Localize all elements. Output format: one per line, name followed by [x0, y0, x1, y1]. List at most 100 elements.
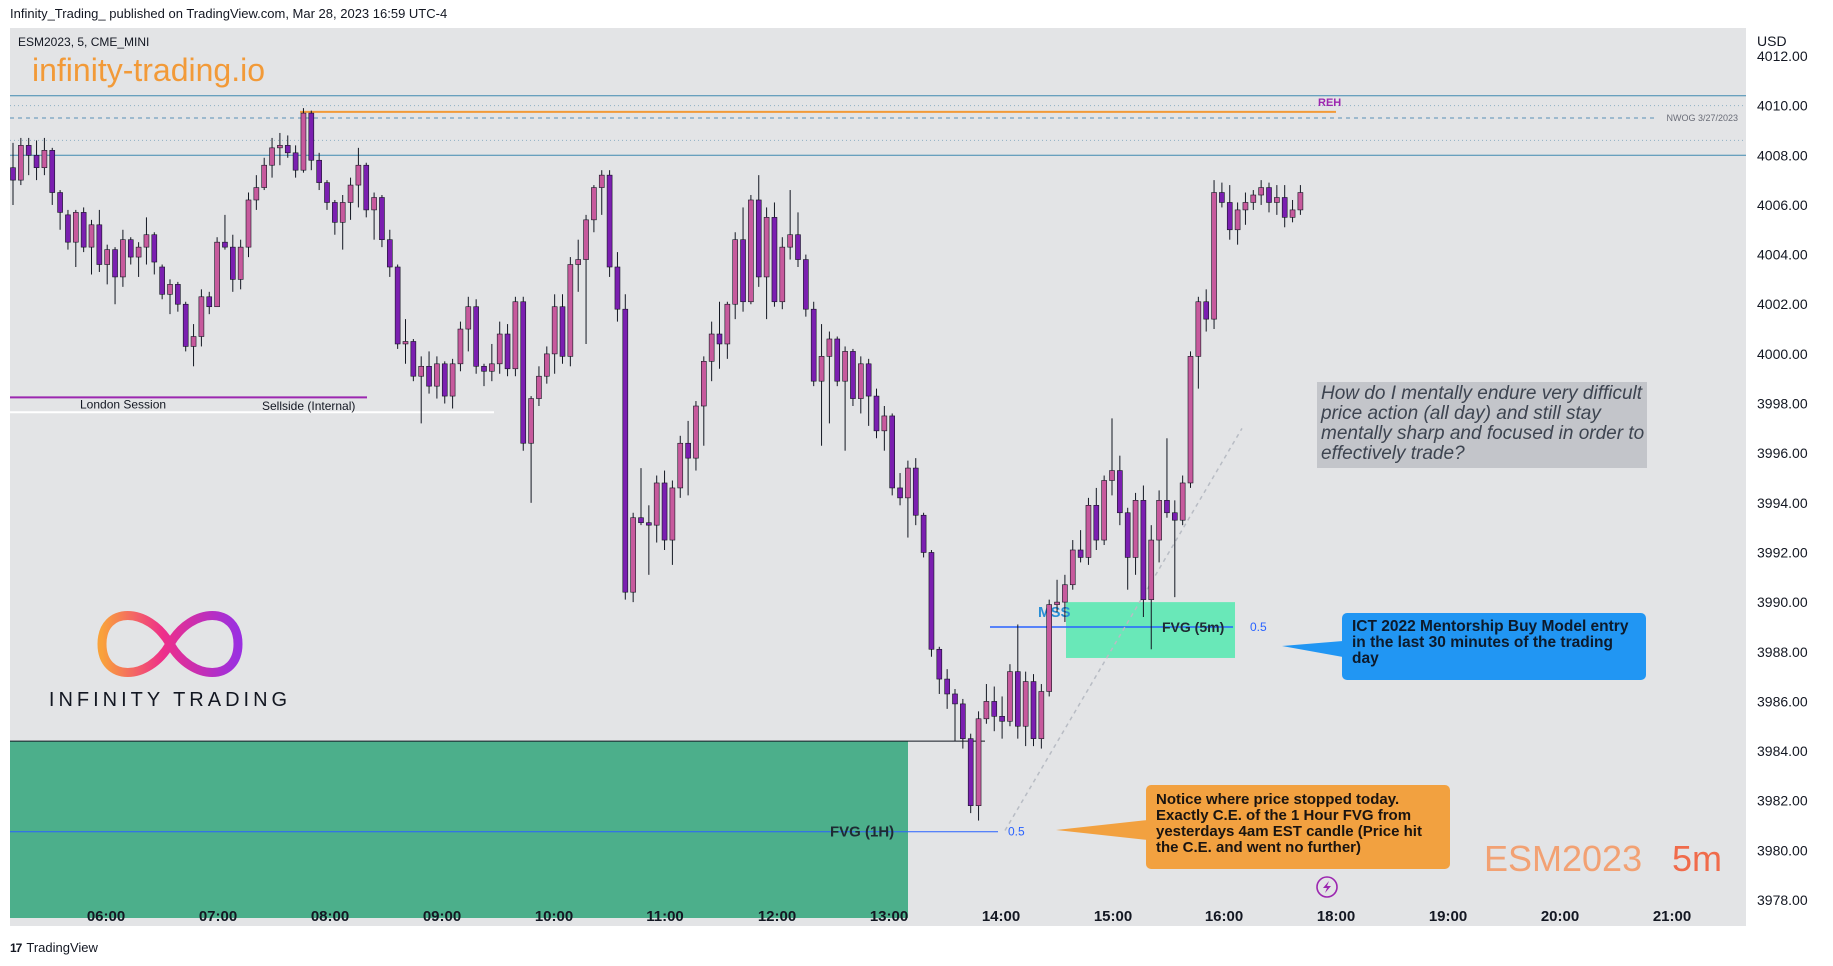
candle-body	[65, 214, 71, 243]
price-tick-label: 4004.00	[1757, 247, 1808, 263]
candle-body	[897, 487, 903, 499]
question-box	[1317, 382, 1647, 468]
candle-body	[347, 184, 354, 203]
fvg-5m-ce-label: 0.5	[1250, 620, 1267, 634]
time-axis[interactable]: 06:00 07:00 08:00 09:00 10:00 11:00 12:00 13:00…	[87, 908, 1691, 925]
currency-label: USD	[1757, 33, 1787, 49]
candle-body	[88, 224, 95, 248]
candle-body	[512, 301, 519, 370]
candle-body	[551, 306, 558, 355]
candle-body	[1132, 500, 1139, 558]
candle-body	[1085, 505, 1092, 558]
candle-body	[1109, 470, 1115, 481]
notice-callout-pointer	[1056, 820, 1148, 840]
candle-body	[622, 308, 629, 593]
candle-body	[410, 341, 417, 377]
candle-body	[489, 363, 495, 372]
price-axis-background	[1746, 28, 1828, 926]
watermark-symbol: ESM2023	[1484, 838, 1642, 879]
candle-body	[1234, 209, 1241, 231]
candle-body	[277, 145, 283, 149]
logo-text: INFINITY TRADING	[49, 689, 291, 711]
candle-body	[1093, 505, 1100, 541]
candle-body	[591, 187, 597, 221]
time-tick-label: 12:00	[758, 908, 796, 925]
candle-body	[575, 259, 582, 265]
candle-body	[567, 264, 574, 357]
time-tick-label: 16:00	[1205, 908, 1243, 925]
candle-body	[1156, 500, 1162, 541]
ict-callout-text: ICT 2022 Mentorship Buy Model entry in t…	[1352, 619, 1629, 667]
candle-body	[127, 239, 134, 258]
price-tick-label: 4006.00	[1757, 197, 1808, 213]
time-tick-label: 18:00	[1317, 908, 1355, 925]
candle-body	[803, 259, 809, 310]
candle-body	[1046, 604, 1052, 692]
candle-body	[983, 701, 990, 720]
candle-body	[25, 145, 32, 156]
reh-label: REH	[1318, 97, 1341, 109]
candlestick-chart[interactable]: REH NWOG 3/27/2023 FVG (1H) 0.5 London S…	[0, 24, 1833, 954]
price-tick-label: 3992.00	[1757, 544, 1808, 560]
candle-body	[520, 301, 527, 444]
time-tick-label: 06:00	[87, 908, 125, 925]
price-axis[interactable]: 3978.00 3980.00 3982.00 3984.00 3986.00 3988.…	[1757, 48, 1808, 908]
candle-body	[300, 112, 307, 171]
candle-body	[449, 363, 456, 397]
candle-body	[261, 164, 268, 188]
candle-body	[975, 718, 982, 806]
infinity-logo-icon	[97, 611, 243, 677]
candle-body	[999, 716, 1005, 722]
candle-body	[928, 552, 935, 650]
candle-body	[379, 197, 385, 240]
candle-body	[135, 246, 142, 258]
candle-body	[1258, 187, 1264, 196]
candle-body	[1289, 209, 1296, 218]
notice-callout-box	[1146, 785, 1450, 869]
price-tick-label: 4010.00	[1757, 98, 1808, 114]
fvg-5m-label: FVG (5m)	[1162, 619, 1224, 635]
candle-body	[402, 341, 409, 345]
candle-body	[441, 363, 448, 397]
time-tick-label: 13:00	[870, 908, 908, 925]
price-tick-label: 4000.00	[1757, 346, 1808, 362]
candle-body	[504, 333, 511, 370]
candle-body	[284, 145, 291, 154]
price-tick-label: 3978.00	[1757, 892, 1808, 908]
candle-body	[1007, 671, 1013, 722]
candle-body	[740, 239, 746, 303]
candle-body	[371, 197, 377, 211]
time-tick-label: 14:00	[982, 908, 1020, 925]
nwog-label: NWOG 3/27/2023	[1666, 113, 1738, 123]
candle-body	[716, 333, 723, 345]
candle-body	[889, 415, 896, 489]
time-tick-label: 08:00	[311, 908, 349, 925]
price-tick-label: 3990.00	[1757, 594, 1808, 610]
price-tick-label: 4008.00	[1757, 147, 1808, 163]
candle-body	[1226, 202, 1233, 231]
candle-body	[332, 202, 338, 223]
candle-body	[826, 338, 833, 357]
candle-body	[316, 159, 322, 183]
candle-body	[1211, 192, 1217, 320]
lightning-icon[interactable]	[1316, 876, 1338, 898]
candle-body	[1140, 500, 1147, 600]
publish-line: Infinity_Trading_ published on TradingVi…	[10, 6, 448, 21]
price-tick-label: 3988.00	[1757, 644, 1808, 660]
candle-body	[1195, 301, 1202, 357]
candle-body	[528, 398, 534, 444]
candle-body	[920, 514, 927, 553]
candles-group	[10, 108, 1304, 821]
price-tick-label: 3980.00	[1757, 842, 1808, 858]
candle-body	[1077, 549, 1084, 558]
candle-body	[614, 266, 621, 310]
candle-body	[465, 306, 472, 330]
candle-body	[1148, 539, 1155, 600]
candle-body	[41, 150, 48, 169]
candle-body	[850, 351, 856, 399]
candle-body	[653, 482, 660, 526]
candle-body	[324, 182, 330, 203]
footer: 17 TradingView	[10, 940, 98, 955]
candle-body	[724, 303, 731, 345]
notice-callout-text-wrap: Notice where price stopped today. Exactl…	[1156, 792, 1422, 856]
